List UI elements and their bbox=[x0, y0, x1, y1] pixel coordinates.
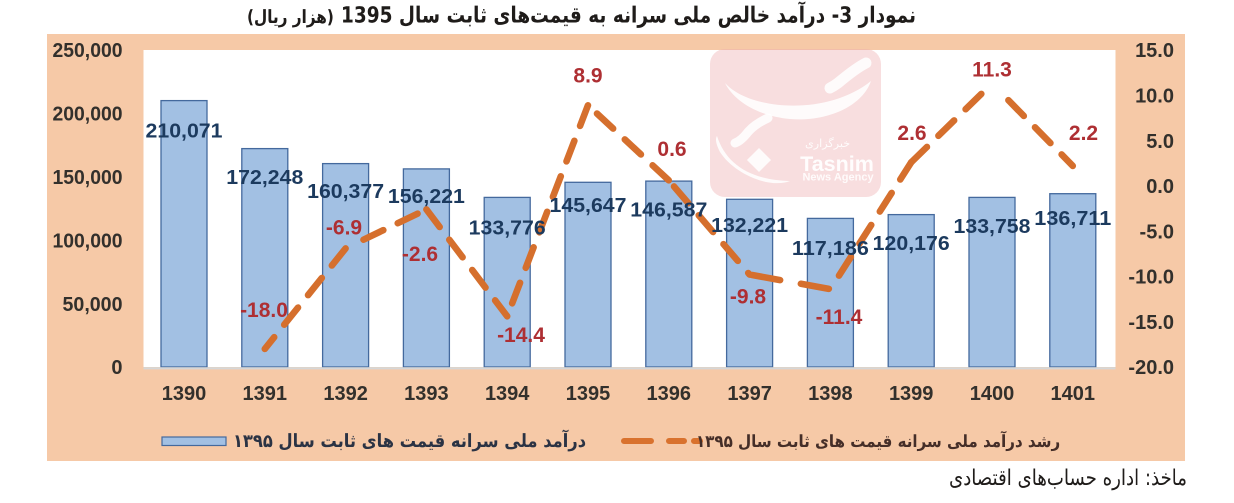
svg-text:120,176: 120,176 bbox=[873, 233, 950, 255]
svg-text:210,071: 210,071 bbox=[146, 121, 223, 143]
svg-text:8.9: 8.9 bbox=[573, 65, 602, 88]
svg-text:1394: 1394 bbox=[485, 383, 530, 405]
svg-text:0.0: 0.0 bbox=[1146, 176, 1174, 198]
svg-text:-20.0: -20.0 bbox=[1128, 357, 1174, 379]
svg-text:200,000: 200,000 bbox=[53, 104, 123, 126]
svg-text:117,186: 117,186 bbox=[792, 238, 869, 260]
svg-text:133,776: 133,776 bbox=[469, 218, 546, 240]
svg-text:News Agency: News Agency bbox=[802, 172, 874, 184]
svg-text:1398: 1398 bbox=[808, 383, 853, 405]
svg-text:150,000: 150,000 bbox=[53, 167, 123, 189]
svg-text:132,221: 132,221 bbox=[711, 215, 788, 237]
svg-text:133,758: 133,758 bbox=[954, 216, 1031, 238]
svg-text:136,711: 136,711 bbox=[1034, 208, 1111, 230]
svg-text:1400: 1400 bbox=[970, 383, 1015, 405]
svg-text:100,000: 100,000 bbox=[53, 230, 123, 252]
svg-text:-10.0: -10.0 bbox=[1128, 267, 1174, 289]
svg-text:1390: 1390 bbox=[162, 383, 207, 405]
svg-text:156,221: 156,221 bbox=[388, 186, 465, 208]
svg-text:-15.0: -15.0 bbox=[1128, 312, 1174, 334]
svg-text:2.2: 2.2 bbox=[1069, 122, 1098, 145]
svg-text:172,248: 172,248 bbox=[226, 167, 303, 189]
svg-text:50,000: 50,000 bbox=[63, 294, 123, 316]
svg-text:-18.0: -18.0 bbox=[240, 299, 288, 322]
svg-text:1393: 1393 bbox=[404, 383, 449, 405]
svg-text:1391: 1391 bbox=[243, 383, 288, 405]
svg-text:2.6: 2.6 bbox=[897, 122, 926, 145]
svg-text:1399: 1399 bbox=[889, 383, 934, 405]
svg-text:0: 0 bbox=[111, 357, 122, 379]
svg-text:5.0: 5.0 bbox=[1146, 131, 1174, 153]
svg-text:0.6: 0.6 bbox=[657, 138, 686, 161]
svg-text:1401: 1401 bbox=[1051, 383, 1096, 405]
svg-text:10.0: 10.0 bbox=[1135, 86, 1174, 108]
svg-text:Tasnim: Tasnim bbox=[800, 152, 874, 176]
svg-text:-11.4: -11.4 bbox=[816, 306, 863, 329]
svg-text:145,647: 145,647 bbox=[550, 195, 627, 217]
svg-text:1395: 1395 bbox=[566, 383, 611, 405]
svg-text:1397: 1397 bbox=[727, 383, 772, 405]
svg-text:1392: 1392 bbox=[323, 383, 368, 405]
svg-text:-2.6: -2.6 bbox=[402, 243, 438, 266]
svg-text:15.0: 15.0 bbox=[1135, 40, 1174, 62]
svg-text:-5.0: -5.0 bbox=[1140, 221, 1174, 243]
svg-text:-6.9: -6.9 bbox=[326, 217, 362, 240]
svg-text:1396: 1396 bbox=[647, 383, 692, 405]
svg-text:-14.4: -14.4 bbox=[497, 324, 545, 347]
svg-text:11.3: 11.3 bbox=[972, 59, 1012, 82]
svg-text:146,587: 146,587 bbox=[630, 200, 707, 222]
svg-text:250,000: 250,000 bbox=[53, 40, 123, 62]
svg-text:160,377: 160,377 bbox=[307, 181, 384, 203]
svg-text:-9.8: -9.8 bbox=[730, 285, 767, 308]
